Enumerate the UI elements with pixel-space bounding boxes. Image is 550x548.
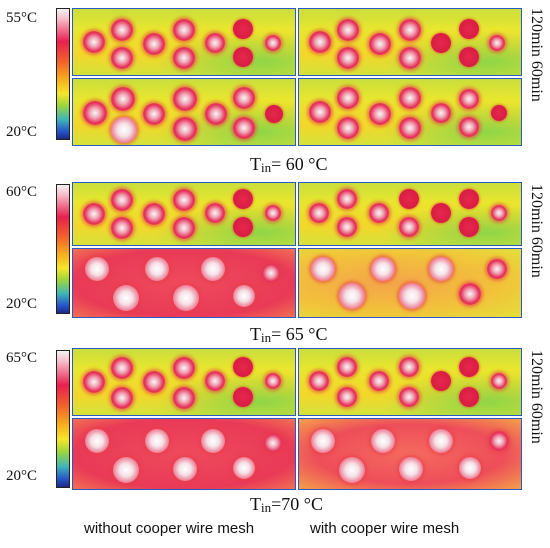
time-labels: 120min 60min	[528, 184, 545, 278]
colorbar-min-label: 20°C	[6, 468, 38, 484]
inlet-temperature-label: Tin= 65 °C	[250, 324, 328, 345]
temperature-colorbar	[56, 350, 70, 488]
colorbar-min-label: 20°C	[6, 124, 38, 140]
temperature-colorbar	[56, 8, 70, 140]
colorbar-min-label: 20°C	[6, 296, 38, 312]
thermal-image-without-mesh-120min	[72, 248, 296, 318]
thermal-section-1: 55°C 20°C	[0, 0, 550, 180]
thermal-image-without-mesh-120min	[72, 418, 296, 490]
inlet-temperature-label: Tin=70 °C	[250, 494, 323, 515]
thermal-image-with-mesh-120min	[298, 418, 522, 490]
thermal-image-without-mesh-120min	[72, 78, 296, 146]
time-labels: 120min 60min	[528, 350, 545, 444]
colorbar-max-label: 55°C	[6, 10, 38, 26]
thermal-image-with-mesh-60min	[298, 8, 522, 76]
time-labels: 120min 60min	[528, 8, 545, 102]
thermal-image-without-mesh-60min	[72, 348, 296, 416]
colorbar-max-label: 65°C	[6, 350, 38, 366]
colorbar-max-label: 60°C	[6, 184, 38, 200]
thermal-image-with-mesh-60min	[298, 348, 522, 416]
thermal-section-2: 60°C 20°C	[0, 178, 550, 348]
thermal-image-with-mesh-120min	[298, 78, 522, 146]
inlet-temperature-label: Tin= 60 °C	[250, 154, 328, 175]
thermal-image-with-mesh-120min	[298, 248, 522, 318]
thermal-section-3: 65°C 20°C	[0, 346, 550, 518]
thermal-image-without-mesh-60min	[72, 8, 296, 76]
footer-label-without-mesh: without cooper wire mesh	[84, 520, 255, 537]
footer-label-with-mesh: with cooper wire mesh	[310, 520, 460, 537]
temperature-colorbar	[56, 184, 70, 314]
thermal-image-without-mesh-60min	[72, 182, 296, 246]
thermal-image-with-mesh-60min	[298, 182, 522, 246]
